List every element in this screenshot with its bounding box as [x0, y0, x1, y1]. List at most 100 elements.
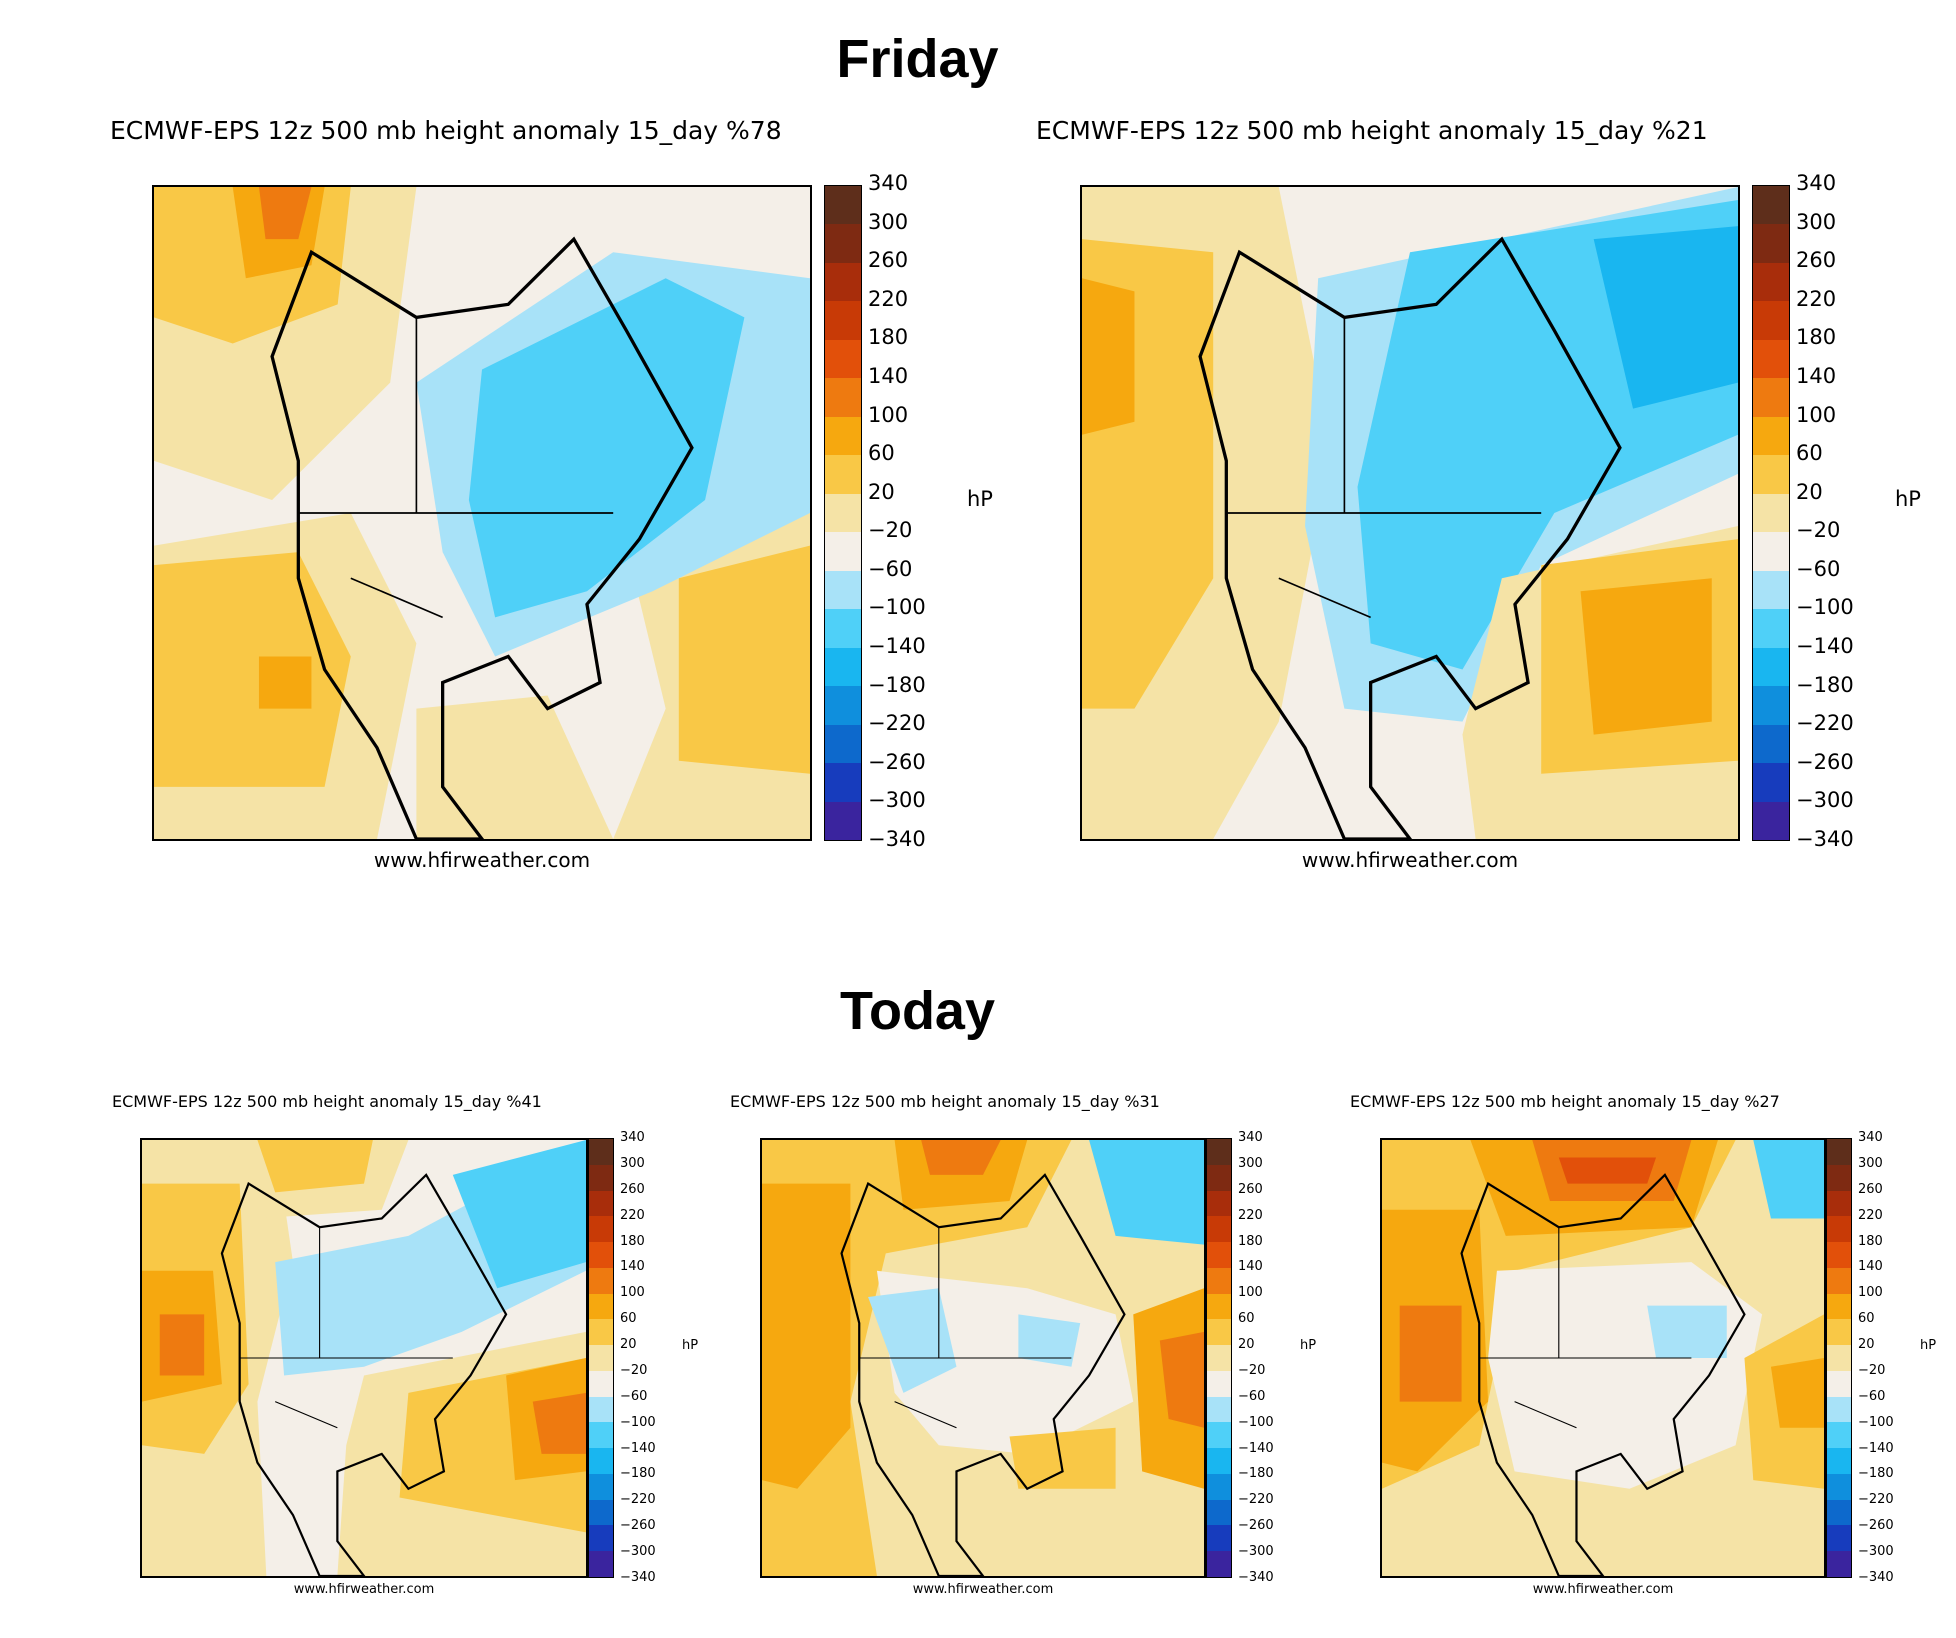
anomaly-region-neg20: [1018, 1314, 1081, 1367]
colorbar-tick-label: −20: [1796, 518, 1841, 543]
colorbar-tick-label: −20: [868, 518, 913, 543]
colorbar-segment: [1753, 686, 1789, 725]
coastline: [270, 236, 694, 839]
colorbar-tick-label: 220: [1858, 1207, 1883, 1223]
colorbar-segment: [589, 1293, 613, 1320]
state-borders: [298, 317, 614, 619]
colorbar-segment: [1827, 1422, 1851, 1449]
anomaly-region-neg60: [1753, 1140, 1824, 1219]
colorbar-tick-label: 140: [868, 363, 909, 388]
credit-link[interactable]: www.hfirweather.com: [1532, 1582, 1674, 1597]
colorbar-segment: [1207, 1345, 1231, 1371]
colorbar-segment: [1753, 647, 1789, 687]
colorbar-segment: [1753, 301, 1789, 340]
colorbar-tick-label: −300: [620, 1544, 656, 1560]
colorbar-segment: [1753, 801, 1789, 840]
panel-title: ECMWF-EPS 12z 500 mb height anomaly 15_d…: [110, 116, 782, 145]
state-borders: [1226, 317, 1542, 619]
colorbar-segment: [1207, 1267, 1231, 1294]
colorbar-segment: [589, 1422, 613, 1449]
colorbar-tick-label: −340: [1238, 1570, 1274, 1585]
colorbar: [1752, 185, 1790, 841]
colorbar-tick-label: 180: [1238, 1233, 1263, 1249]
colorbar-tick-label: −100: [868, 595, 926, 620]
anomaly-region-neg60: [468, 278, 745, 618]
colorbar-tick-label: 220: [620, 1207, 645, 1223]
colorbar-segment: [589, 1396, 613, 1423]
colorbar-tick-label: −140: [620, 1440, 656, 1456]
colorbar-segment: [589, 1448, 613, 1474]
colorbar-segment: [1753, 224, 1789, 263]
colorbar-segment: [1207, 1293, 1231, 1320]
colorbar-segment: [825, 186, 861, 225]
anomaly-region-pos140: [1159, 1331, 1204, 1428]
colorbar-tick-label: −140: [1858, 1440, 1894, 1456]
colorbar-segment: [1207, 1551, 1231, 1578]
colorbar-segment: [1207, 1499, 1231, 1526]
anomaly-region-pos60: [257, 1140, 373, 1193]
anomaly-region-pos140: [258, 187, 312, 240]
colorbar-segment: [1207, 1370, 1231, 1397]
colorbar-segment: [1827, 1448, 1851, 1474]
colorbar-tick-label: 300: [1238, 1155, 1263, 1171]
credit-link[interactable]: www.hfirweather.com: [373, 848, 591, 872]
credit-link[interactable]: www.hfirweather.com: [1301, 848, 1519, 872]
anomaly-region-pos180: [1558, 1157, 1657, 1184]
state-borders: [859, 1227, 1072, 1429]
colorbar-tick-label: −220: [868, 711, 926, 736]
coastline: [220, 1173, 508, 1576]
colorbar-tick-label: 260: [1238, 1181, 1263, 1197]
colorbar-segment: [825, 493, 861, 533]
colorbar-segment: [825, 609, 861, 648]
colorbar-tick-label: −220: [1858, 1492, 1894, 1508]
panel-title: ECMWF-EPS 12z 500 mb height anomaly 15_d…: [730, 1092, 1160, 1111]
colorbar-tick-label: −260: [1796, 749, 1854, 774]
colorbar-tick-label: −180: [1796, 672, 1854, 697]
colorbar-segment: [589, 1345, 613, 1371]
colorbar-tick-label: −60: [868, 556, 913, 581]
colorbar-unit-label: hP: [967, 487, 993, 511]
colorbar-segment: [1207, 1216, 1231, 1243]
colorbar-tick-label: −340: [620, 1570, 656, 1585]
colorbar-tick-label: −340: [1858, 1570, 1894, 1585]
colorbar-segment: [589, 1242, 613, 1268]
colorbar-segment: [825, 378, 861, 417]
colorbar-segment: [825, 532, 861, 571]
credit-link[interactable]: www.hfirweather.com: [293, 1582, 435, 1597]
colorbar-segment: [1753, 378, 1789, 417]
colorbar-segment: [1827, 1164, 1851, 1191]
colorbar-tick-label: 300: [1858, 1155, 1883, 1171]
anomaly-region-pos140: [532, 1392, 586, 1454]
colorbar-segment: [589, 1319, 613, 1346]
colorbar: [824, 185, 862, 841]
colorbar-tick-label: 20: [620, 1337, 637, 1353]
colorbar-tick-label: 60: [1238, 1311, 1255, 1327]
colorbar-tick-label: −260: [1858, 1518, 1894, 1534]
colorbar-tick-label: −100: [1796, 595, 1854, 620]
colorbar-tick-label: −260: [1238, 1518, 1274, 1534]
colorbar-tick-label: −100: [620, 1414, 656, 1430]
colorbar-segment: [589, 1370, 613, 1397]
friday-heading: Friday: [836, 29, 999, 89]
colorbar-segment: [1753, 724, 1789, 764]
colorbar-tick-label: 100: [1238, 1285, 1263, 1301]
colorbar-tick-label: 340: [1858, 1130, 1883, 1145]
colorbar-tick-label: 180: [1796, 325, 1837, 350]
colorbar-tick-label: 180: [1858, 1233, 1883, 1249]
colorbar-tick-label: −260: [868, 749, 926, 774]
colorbar-tick-label: −100: [1858, 1414, 1894, 1430]
panel-title: ECMWF-EPS 12z 500 mb height anomaly 15_d…: [1350, 1092, 1780, 1111]
colorbar-segment: [825, 724, 861, 764]
colorbar-segment: [825, 455, 861, 494]
colorbar-tick-label: 260: [1858, 1181, 1883, 1197]
colorbar-segment: [1827, 1267, 1851, 1294]
colorbar-segment: [1207, 1139, 1231, 1165]
colorbar-tick-label: 180: [868, 325, 909, 350]
credit-link[interactable]: www.hfirweather.com: [912, 1582, 1054, 1597]
colorbar-tick-label: 100: [1858, 1285, 1883, 1301]
colorbar-tick-label: −60: [1858, 1388, 1886, 1404]
colorbar-tick-label: −260: [620, 1518, 656, 1534]
anomaly-map: [760, 1138, 1206, 1578]
colorbar-tick-label: 300: [620, 1155, 645, 1171]
panel-title: ECMWF-EPS 12z 500 mb height anomaly 15_d…: [112, 1092, 542, 1111]
